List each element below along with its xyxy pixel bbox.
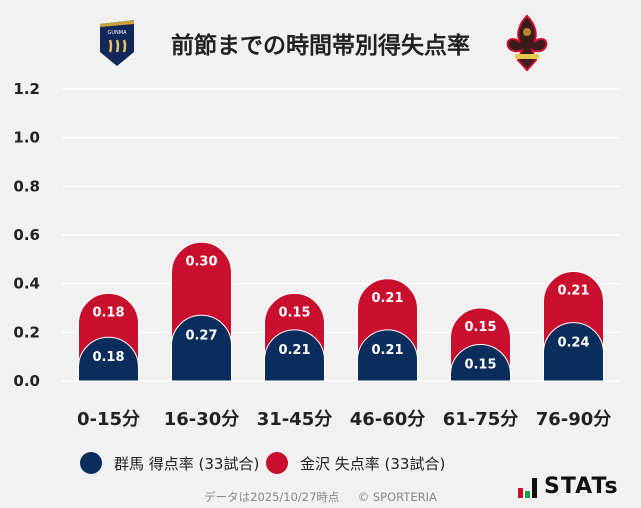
stats-bars-icon [518,478,537,498]
data-label-kanazawa: 0.30 [185,254,217,269]
data-label-kanazawa: 0.21 [371,291,403,306]
data-label-gunma: 0.21 [278,343,310,358]
x-tick-label: 76-90分 [536,409,612,430]
data-date: データは2025/10/27時点 [204,490,340,504]
y-tick-label: 0.8 [13,177,40,195]
y-tick-label: 0.4 [13,275,40,293]
x-tick-label: 31-45分 [257,409,333,430]
bar-gunma [264,329,325,382]
bar-gunma [171,314,232,382]
y-tick-label: 0.0 [13,372,40,390]
x-tick-label: 0-15分 [77,409,140,430]
stats-brand: STATs [518,476,619,498]
y-tick-label: 1.2 [13,80,40,98]
bar-gunma [543,322,604,382]
data-label-gunma: 0.27 [185,328,217,343]
legend-item-kanazawa: 金沢 失点率 (33試合) [266,452,445,474]
data-label-kanazawa: 0.18 [92,305,124,320]
legend-label: 金沢 失点率 (33試合) [300,454,446,473]
data-label-gunma: 0.24 [557,336,589,351]
x-tick-label: 61-75分 [443,409,519,430]
legend-item-gunma: 群馬 得点率 (33試合) [80,452,259,474]
copyright: © SPORTERIA [357,490,437,504]
bar-gunma [450,344,511,382]
data-label-gunma: 0.15 [464,358,496,373]
chart-title: 前節までの時間帯別得失点率 [171,33,470,59]
data-label-kanazawa: 0.15 [278,305,310,320]
bar-gunma [357,329,418,382]
legend-label: 群馬 得点率 (33試合) [114,454,260,473]
data-label-gunma: 0.18 [92,350,124,365]
data-label-kanazawa: 0.21 [557,284,589,299]
footer: データは2025/10/27時点 © SPORTERIA [0,489,641,505]
data-label-kanazawa: 0.15 [464,320,496,335]
gunma-logo: GUNMA [100,20,134,66]
x-tick-label: 46-60分 [350,409,426,430]
stats-logo-text: STATs [544,474,619,499]
y-tick-label: 0.6 [13,226,40,244]
svg-text:GUNMA: GUNMA [107,30,127,36]
y-tick-label: 1.0 [13,129,40,147]
bar-gunma [78,336,139,382]
y-tick-label: 0.2 [13,323,40,341]
legend-swatch-red [266,452,288,474]
x-tick-label: 16-30分 [164,409,240,430]
legend-swatch-navy [80,452,102,474]
data-label-gunma: 0.21 [371,343,403,358]
kanazawa-logo [506,14,548,72]
